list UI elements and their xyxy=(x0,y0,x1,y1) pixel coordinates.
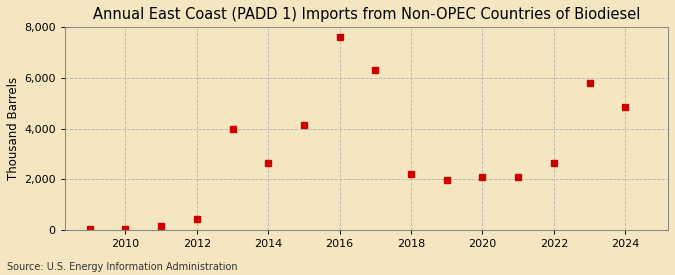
Y-axis label: Thousand Barrels: Thousand Barrels xyxy=(7,77,20,180)
Title: Annual East Coast (PADD 1) Imports from Non-OPEC Countries of Biodiesel: Annual East Coast (PADD 1) Imports from … xyxy=(92,7,640,22)
Text: Source: U.S. Energy Information Administration: Source: U.S. Energy Information Administ… xyxy=(7,262,238,272)
